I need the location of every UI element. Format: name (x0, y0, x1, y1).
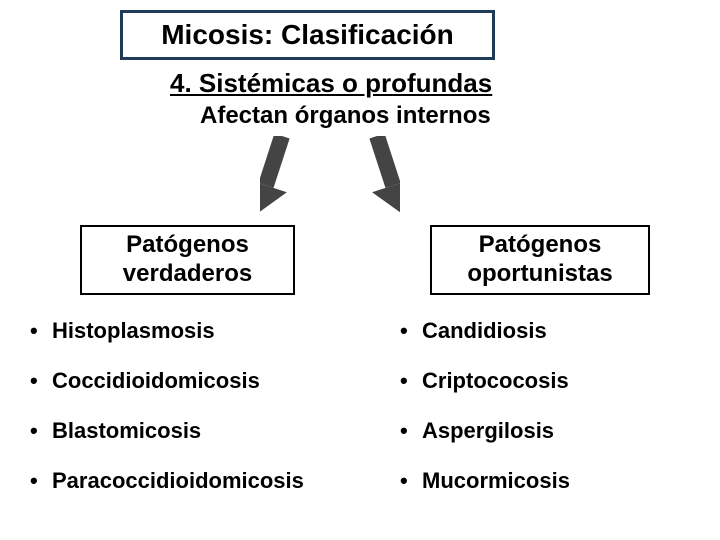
list-item: Candidiosis (400, 318, 570, 344)
list-opportunistic-pathogens: Candidiosis Criptococosis Aspergilosis M… (400, 318, 570, 518)
list-item: Blastomicosis (30, 418, 304, 444)
main-title: Micosis: Clasificación (161, 19, 454, 50)
list-item: Paracoccidioidomicosis (30, 468, 304, 494)
section-subtext: Afectan órganos internos (200, 102, 491, 130)
category-left-line1: Patógenos (126, 231, 249, 258)
list-item: Criptococosis (400, 368, 570, 394)
arrow-left-icon (260, 136, 305, 221)
category-left-line2: verdaderos (123, 260, 252, 287)
list-item: Coccidioidomicosis (30, 368, 304, 394)
main-title-box: Micosis: Clasificación (120, 10, 495, 60)
arrow-right-icon (355, 136, 400, 221)
category-right-line1: Patógenos (479, 231, 602, 258)
list-item: Histoplasmosis (30, 318, 304, 344)
section-subtitle: 4. Sistémicas o profundas (170, 68, 492, 99)
category-true-pathogens: Patógenos verdaderos (80, 225, 295, 295)
list-item: Aspergilosis (400, 418, 570, 444)
list-true-pathogens: Histoplasmosis Coccidioidomicosis Blasto… (30, 318, 304, 518)
list-item: Mucormicosis (400, 468, 570, 494)
category-right-line2: oportunistas (467, 260, 612, 287)
category-opportunistic-pathogens: Patógenos oportunistas (430, 225, 650, 295)
